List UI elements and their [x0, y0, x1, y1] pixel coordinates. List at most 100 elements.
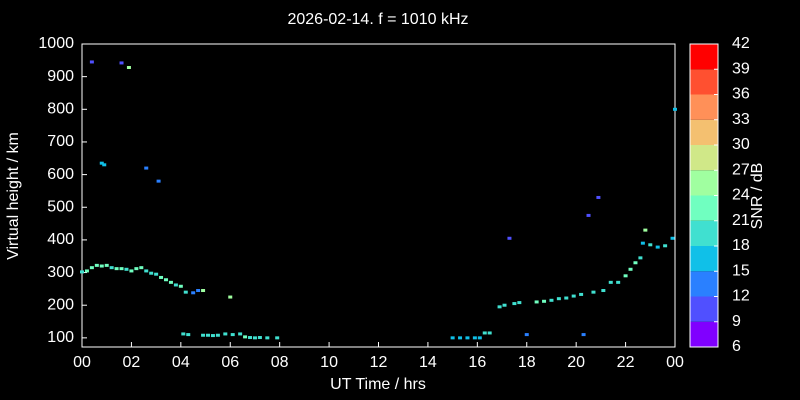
data-point: [84, 269, 89, 273]
data-point: [196, 289, 201, 293]
data-point: [201, 333, 206, 337]
data-point: [89, 60, 94, 64]
data-point: [201, 289, 206, 293]
colorbar-tick-label: 24: [732, 187, 750, 204]
y-tick-label: 600: [47, 166, 74, 183]
x-tick-label: 06: [221, 354, 239, 371]
data-point: [99, 264, 104, 268]
colorbar-band: [690, 170, 718, 196]
data-point: [482, 331, 487, 335]
data-point: [663, 244, 668, 248]
x-axis-label: UT Time / hrs: [330, 376, 426, 393]
y-tick-label: 1000: [38, 35, 74, 52]
y-axis-label: Virtual height / km: [5, 132, 22, 260]
data-point: [126, 66, 131, 70]
data-point: [542, 299, 547, 303]
data-point: [549, 298, 554, 302]
data-point: [517, 301, 522, 305]
data-point: [571, 294, 576, 298]
data-point: [673, 107, 677, 111]
data-point: [596, 195, 601, 199]
colorbar-band: [690, 296, 718, 322]
colorbar-band: [690, 119, 718, 145]
x-tick-label: 12: [370, 354, 388, 371]
data-point: [643, 228, 648, 232]
data-point: [670, 236, 675, 240]
data-point: [154, 272, 159, 276]
data-point: [119, 61, 124, 65]
data-point: [104, 263, 109, 267]
data-point: [465, 336, 470, 340]
data-point: [124, 267, 129, 271]
data-point: [628, 267, 633, 271]
data-point: [608, 280, 613, 284]
colorbar-tick-label: 27: [732, 161, 750, 178]
data-point: [139, 266, 144, 270]
data-point: [238, 332, 243, 336]
data-point: [178, 284, 183, 288]
colorbar-tick-label: 30: [732, 136, 750, 153]
data-point: [556, 297, 561, 301]
y-tick-label: 100: [47, 329, 74, 346]
y-tick-label: 500: [47, 198, 74, 215]
colorbar-band: [690, 220, 718, 246]
colorbar-band: [690, 195, 718, 221]
y-tick-label: 400: [47, 231, 74, 248]
data-point: [472, 336, 477, 340]
data-point: [164, 278, 169, 282]
data-point: [144, 166, 149, 170]
x-tick-label: 00: [666, 354, 684, 371]
y-tick-label: 900: [47, 68, 74, 85]
data-point: [450, 336, 455, 340]
data-point: [159, 275, 164, 279]
data-point: [512, 302, 517, 306]
x-tick-label: 04: [172, 354, 190, 371]
data-point: [173, 283, 178, 287]
colorbar-tick-label: 9: [732, 313, 741, 330]
data-point: [487, 331, 492, 335]
data-point: [206, 333, 211, 337]
data-point: [144, 269, 149, 273]
colorbar-band: [690, 145, 718, 171]
x-tick-label: 02: [123, 354, 141, 371]
data-point: [633, 261, 638, 265]
colorbar-tick-label: 15: [732, 262, 750, 279]
y-tick-label: 300: [47, 264, 74, 281]
data-point: [149, 271, 154, 275]
data-point: [94, 263, 99, 267]
colorbar-label: SNR / dB: [749, 163, 766, 230]
data-point: [534, 300, 539, 304]
x-tick-label: 18: [518, 354, 536, 371]
x-tick-label: 14: [419, 354, 437, 371]
x-tick-label: 10: [320, 354, 338, 371]
colorbar-tick-label: 39: [732, 60, 750, 77]
data-point: [477, 336, 482, 340]
colorbar-tick-label: 36: [732, 86, 750, 103]
x-tick-label: 22: [617, 354, 635, 371]
colorbar-tick-label: 21: [732, 212, 750, 229]
data-point: [524, 333, 529, 337]
data-point: [186, 333, 191, 337]
data-point: [601, 289, 606, 293]
data-point: [252, 336, 257, 340]
data-point: [230, 333, 235, 337]
y-tick-label: 700: [47, 133, 74, 150]
data-point: [119, 267, 124, 271]
data-point: [168, 280, 173, 284]
data-point: [581, 333, 586, 337]
data-point: [507, 236, 512, 240]
data-point: [114, 267, 119, 271]
colorbar-band: [690, 246, 718, 272]
data-point: [102, 163, 107, 167]
data-point: [502, 303, 507, 307]
data-point: [265, 336, 270, 340]
colorbar-band: [690, 321, 718, 347]
plot-frame: [81, 43, 676, 348]
colorbar-band: [690, 94, 718, 120]
y-tick-label: 200: [47, 296, 74, 313]
colorbar-tick-label: 6: [732, 338, 741, 355]
chart-title: 2026-02-14. f = 1010 kHz: [287, 11, 468, 28]
data-point: [134, 267, 139, 271]
data-point: [564, 296, 569, 300]
data-point: [156, 179, 161, 183]
